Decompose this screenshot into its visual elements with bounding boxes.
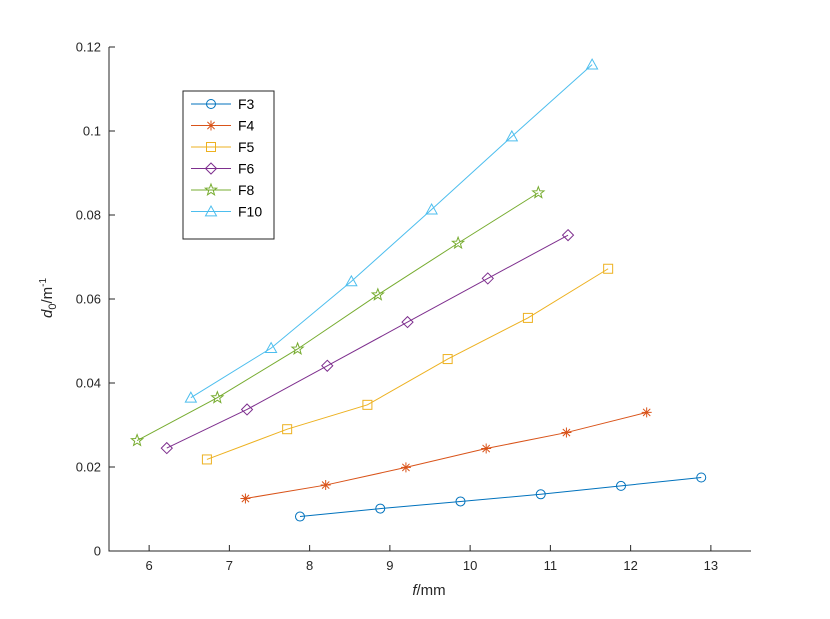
square-marker xyxy=(206,142,216,152)
y-tick-label: 0 xyxy=(94,544,101,559)
x-tick-label: 12 xyxy=(623,558,637,573)
x-tick-label: 11 xyxy=(544,558,558,573)
pentagram-marker xyxy=(130,433,145,447)
series-f4 xyxy=(240,407,652,504)
asterisk-marker xyxy=(641,407,652,418)
series-line xyxy=(136,192,539,441)
legend-entry-f10: F10 xyxy=(191,204,262,220)
x-tick-label: 9 xyxy=(386,558,393,573)
x-axis-label-unit: /mm xyxy=(417,582,446,599)
series-f3 xyxy=(294,472,707,522)
triangle-marker xyxy=(184,391,198,403)
asterisk-marker xyxy=(561,427,572,438)
legend-box xyxy=(182,90,275,240)
series-f10 xyxy=(184,58,599,403)
square-marker xyxy=(201,454,212,465)
square-marker xyxy=(522,312,533,323)
series-line xyxy=(190,64,593,399)
y-tick-label: 0.04 xyxy=(76,376,101,391)
diamond-marker xyxy=(401,315,414,329)
legend-entry-f6: F6 xyxy=(191,161,255,177)
legend: F3 F4 F5 F6 F8 F10 xyxy=(182,90,275,240)
asterisk-marker xyxy=(240,493,251,504)
circle-marker xyxy=(615,480,626,491)
triangle-marker xyxy=(585,58,599,70)
legend-label: F8 xyxy=(238,182,255,198)
y-axis-label-italic: d xyxy=(39,309,56,318)
diamond-marker xyxy=(321,359,334,372)
diamond-marker xyxy=(561,228,575,242)
y-axis-label-unit: /m xyxy=(39,287,56,304)
diamond-marker xyxy=(240,403,254,416)
legend-label: F3 xyxy=(238,96,255,112)
diamond-marker xyxy=(160,441,173,455)
legend-label: F4 xyxy=(238,118,255,134)
triangle-marker xyxy=(505,129,519,142)
circle-marker xyxy=(455,496,466,507)
asterisk-marker xyxy=(320,480,331,491)
square-marker xyxy=(442,354,453,365)
y-axis-label-subscript: 0 xyxy=(47,304,59,310)
triangle-marker xyxy=(264,341,278,354)
x-axis-label: f/mm xyxy=(412,582,445,599)
x-tick-label: 7 xyxy=(226,558,233,573)
triangle-marker xyxy=(204,204,218,217)
x-tick-label: 8 xyxy=(306,558,313,573)
square-marker xyxy=(603,263,614,274)
legend-entry-f4: F4 xyxy=(191,118,255,134)
circle-marker xyxy=(696,472,707,483)
circle-marker xyxy=(535,489,546,500)
legend-label: F5 xyxy=(238,139,255,155)
y-axis-label-superscript: -1 xyxy=(38,278,49,287)
legend-entry-f3: F3 xyxy=(191,96,255,112)
pentagram-marker xyxy=(370,287,385,301)
x-axis-label-italic: f xyxy=(412,582,418,599)
circle-marker xyxy=(375,503,386,514)
square-marker xyxy=(362,399,373,410)
triangle-marker xyxy=(345,274,358,287)
circle-marker xyxy=(206,99,216,109)
series-line xyxy=(245,411,647,499)
diamond-marker xyxy=(204,162,218,175)
series-f5 xyxy=(201,263,614,465)
x-tick-label: 6 xyxy=(146,558,153,573)
asterisk-marker xyxy=(206,120,216,131)
y-tick-label: 0.02 xyxy=(76,460,101,475)
legend-entry-f8: F8 xyxy=(191,182,255,198)
y-tick-label: 0.06 xyxy=(76,292,101,307)
square-marker xyxy=(282,424,293,435)
pentagram-marker xyxy=(451,235,466,250)
asterisk-marker xyxy=(400,462,411,473)
pentagram-marker xyxy=(290,341,305,355)
series-line xyxy=(206,268,609,460)
legend-label: F6 xyxy=(238,161,255,177)
x-tick-label: 13 xyxy=(704,558,718,573)
series-f6 xyxy=(160,228,575,455)
legend-label: F10 xyxy=(238,204,262,220)
y-tick-label: 0.1 xyxy=(83,124,101,139)
series-layer xyxy=(130,58,707,522)
y-tick-label: 0.12 xyxy=(76,40,101,55)
x-tick-label: 10 xyxy=(463,558,477,573)
pentagram-marker xyxy=(531,185,546,199)
series-f8 xyxy=(130,185,546,447)
y-axis-label: d0/m-1 xyxy=(38,278,59,318)
ticks: 6 7 8 9 10 11 12 13 0 0.02 0.04 0.06 0.08 0.1 0.12 xyxy=(76,40,718,574)
diamond-marker xyxy=(481,272,494,285)
circle-marker xyxy=(294,511,305,522)
asterisk-marker xyxy=(481,443,492,454)
legend-entry-f5: F5 xyxy=(191,139,255,155)
triangle-marker xyxy=(425,203,438,215)
pentagram-marker xyxy=(203,182,219,197)
series-line xyxy=(166,234,569,449)
series-line xyxy=(299,477,702,518)
y-tick-label: 0.08 xyxy=(76,208,101,223)
pentagram-marker xyxy=(210,390,225,404)
